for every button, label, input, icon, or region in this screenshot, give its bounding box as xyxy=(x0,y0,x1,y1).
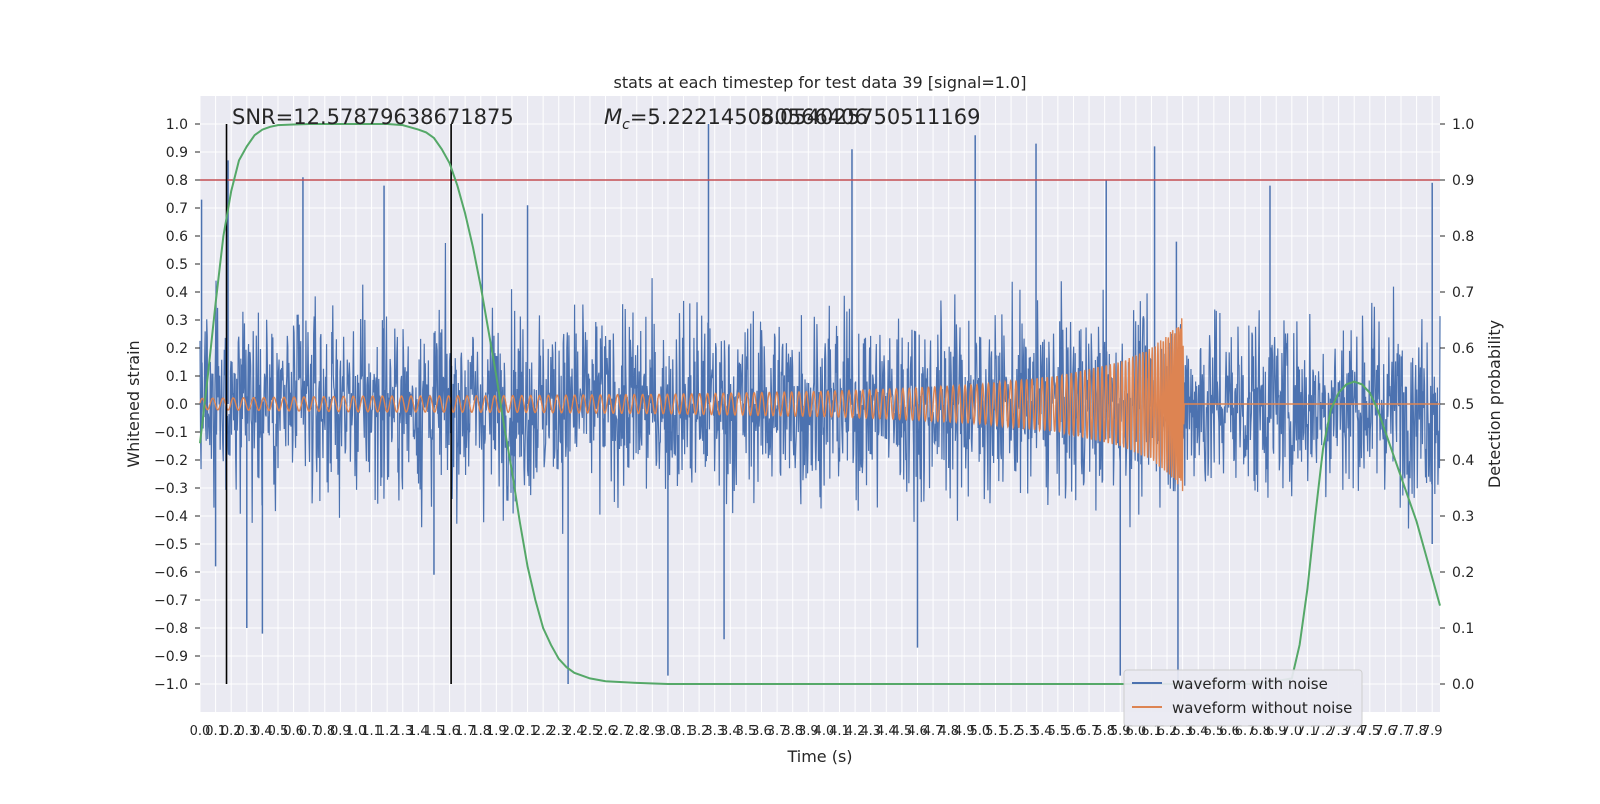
y2-axis-label: Detection probability xyxy=(1485,320,1504,488)
y2-tick-label: 0.6 xyxy=(1452,341,1474,357)
y-tick-label: 0.5 xyxy=(166,257,188,273)
y-tick-label: −0.3 xyxy=(154,481,188,497)
y-tick-label: 0.8 xyxy=(166,173,188,189)
y-tick-label: −0.9 xyxy=(154,649,188,665)
y2-tick-label: 0.7 xyxy=(1452,285,1474,301)
y2-tick-label: 0.1 xyxy=(1452,621,1474,637)
y2-tick-label: 1.0 xyxy=(1452,117,1474,133)
y2-tick-label: 0.2 xyxy=(1452,565,1474,581)
chart-title: stats at each timestep for test data 39 … xyxy=(614,73,1027,92)
y-tick-label: 0.0 xyxy=(166,397,188,413)
y-tick-label: 0.3 xyxy=(166,313,188,329)
y-tick-label: −0.8 xyxy=(154,621,188,637)
chirp-mass-symbol: M xyxy=(604,105,622,129)
y-axis-label: Whitened strain xyxy=(124,340,143,467)
y2-tick-label: 0.4 xyxy=(1452,453,1474,469)
legend-label-noise: waveform with noise xyxy=(1172,675,1328,693)
y-tick-label: 0.7 xyxy=(166,201,188,217)
y2-tick-label: 0.8 xyxy=(1452,229,1474,245)
legend: waveform with noise waveform without noi… xyxy=(1124,670,1362,726)
legend-label-clean: waveform without noise xyxy=(1172,699,1352,717)
y-tick-label: −0.4 xyxy=(154,509,188,525)
y2-tick-label: 0.5 xyxy=(1452,397,1474,413)
y-tick-label: −0.6 xyxy=(154,565,188,581)
y2-tick-label: 0.0 xyxy=(1452,677,1474,693)
y-tick-label: 0.9 xyxy=(166,145,188,161)
y-tick-label: 0.6 xyxy=(166,229,188,245)
y2-tick-label: 0.9 xyxy=(1452,173,1474,189)
snr-annotation: SNR=12.57879638671875 xyxy=(232,105,514,129)
x-axis-label: Time (s) xyxy=(786,747,852,766)
y-tick-label: −0.7 xyxy=(154,593,188,609)
y-tick-label: 0.2 xyxy=(166,341,188,357)
y-tick-label: 1.0 xyxy=(166,117,188,133)
y-tick-label: 0.1 xyxy=(166,369,188,385)
y-tick-label: −0.5 xyxy=(154,537,188,553)
overlapping-mass-annotation: 5.054025750511169 xyxy=(760,105,980,129)
y-tick-label: −1.0 xyxy=(154,677,188,693)
y-tick-label: −0.1 xyxy=(154,425,188,441)
y-tick-label: −0.2 xyxy=(154,453,188,469)
y2-tick-label: 0.3 xyxy=(1452,509,1474,525)
y-tick-label: 0.4 xyxy=(166,285,188,301)
x-tick-label: 7.9 xyxy=(1422,724,1443,739)
